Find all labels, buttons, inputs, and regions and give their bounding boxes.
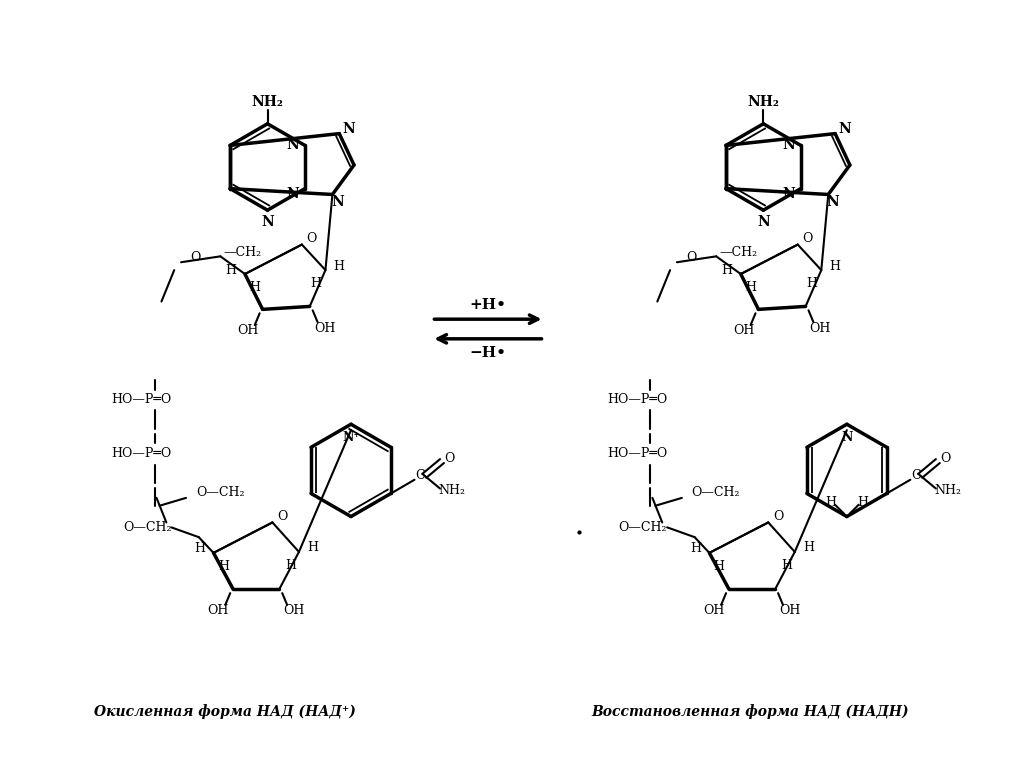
Text: OH: OH [779,604,801,617]
Text: H: H [195,542,205,555]
Text: N⁺: N⁺ [342,432,360,445]
Text: O: O [306,232,316,245]
Text: H: H [307,542,318,555]
Text: H: H [714,560,725,573]
Text: +H•: +H• [469,298,506,312]
Text: H: H [286,559,297,572]
Text: O: O [803,232,813,245]
Text: H: H [225,264,237,277]
Text: H: H [803,542,814,555]
Text: −H•: −H• [469,346,506,360]
Text: H: H [829,260,841,272]
Text: C: C [416,469,425,482]
Text: O—CH₂: O—CH₂ [123,521,171,534]
Text: OH: OH [703,604,725,617]
Text: H: H [857,496,868,509]
Text: H: H [310,278,322,291]
Text: N: N [841,432,853,445]
Text: OH: OH [313,321,335,334]
Text: H: H [825,496,837,509]
Text: N: N [826,196,840,209]
Text: N: N [343,122,355,136]
Text: N: N [757,215,770,229]
Text: H: H [781,559,793,572]
Text: O: O [940,452,951,465]
Text: HO—P═O: HO—P═O [607,447,668,460]
Text: H: H [334,260,345,272]
Text: O—CH₂: O—CH₂ [691,486,740,499]
Text: O—CH₂: O—CH₂ [196,486,245,499]
Text: Восстановленная форма НАД (НАДН): Восстановленная форма НАД (НАДН) [592,705,909,719]
Text: H: H [218,560,228,573]
Text: O: O [686,251,697,264]
Text: N: N [782,186,796,200]
Text: Окисленная форма НАД (НАД⁺): Окисленная форма НАД (НАД⁺) [94,705,356,719]
Text: OH: OH [810,321,831,334]
Text: N: N [839,122,851,136]
Text: NH₂: NH₂ [252,95,284,109]
Text: OH: OH [238,324,258,337]
Text: O—CH₂: O—CH₂ [618,521,668,534]
Text: HO—P═O: HO—P═O [607,393,668,407]
Text: O: O [190,251,201,264]
Text: NH₂: NH₂ [934,484,962,497]
Text: H: H [745,281,756,295]
Text: NH₂: NH₂ [748,95,779,109]
Text: H: H [249,281,260,295]
Text: OH: OH [284,604,305,617]
Text: OH: OH [208,604,229,617]
Text: H: H [722,264,732,277]
Text: C: C [911,469,921,482]
Text: H: H [690,542,701,555]
Text: O: O [278,510,288,523]
Text: N: N [261,215,273,229]
Text: —CH₂: —CH₂ [223,246,261,259]
Text: O: O [444,452,455,465]
Text: H: H [806,278,817,291]
Text: O: O [773,510,783,523]
Text: OH: OH [733,324,755,337]
Text: N: N [287,186,299,200]
Text: HO—P═O: HO—P═O [112,393,172,407]
Text: N: N [782,138,796,153]
Text: HO—P═O: HO—P═O [112,447,172,460]
Text: N: N [331,196,344,209]
Text: NH₂: NH₂ [438,484,465,497]
Text: N: N [287,138,299,153]
Text: —CH₂: —CH₂ [719,246,758,259]
